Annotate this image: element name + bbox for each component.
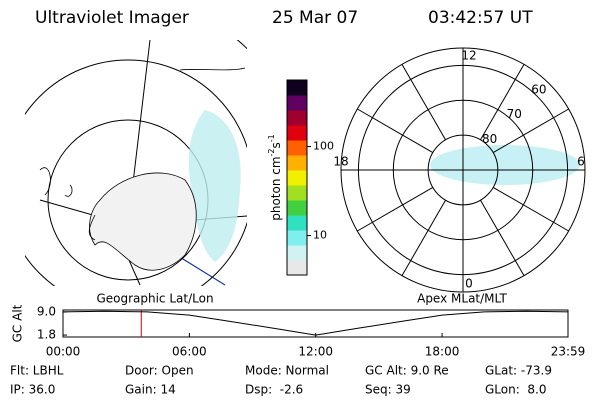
lat-tick-label: 60 xyxy=(531,83,546,97)
mlt-tick-label: 0 xyxy=(465,277,473,291)
geographic-map xyxy=(25,40,247,286)
colorbar-swatch xyxy=(287,170,307,186)
mlt-spoke xyxy=(492,186,569,232)
mlt-spoke xyxy=(401,199,447,276)
lat-circle xyxy=(427,134,499,206)
x-tick-label: 23:59 xyxy=(551,345,586,359)
info-field: IP: 36.0 xyxy=(10,383,55,397)
mlt-spoke xyxy=(479,64,525,141)
altitude-line xyxy=(62,310,569,336)
info-panel: Flt: LBHL Door: Open Mode: Normal GC Alt: 9… xyxy=(10,364,552,397)
info-field: Gain: 14 xyxy=(125,383,176,397)
colorbar-swatch xyxy=(287,245,307,261)
lat-circle xyxy=(357,64,569,276)
info-field: Dsp: -2.6 xyxy=(245,383,303,397)
mlt-tick-label: 12 xyxy=(461,49,476,63)
mlt-spoke xyxy=(492,108,569,154)
colorbar-swatch xyxy=(287,80,307,96)
y-tick-label: 9.0 xyxy=(37,304,56,318)
plot-frame xyxy=(62,309,569,338)
x-tick-label: 12:00 xyxy=(298,345,333,359)
colorbar-swatch xyxy=(287,260,307,276)
info-field: GC Alt: 9.0 Re xyxy=(365,364,449,378)
lat-tick-label: 80 xyxy=(482,132,497,146)
colorbar-swatch xyxy=(287,140,307,156)
colorbar-frame xyxy=(286,79,308,276)
colorbar-tick-label: 10 xyxy=(313,229,327,242)
info-field: Seq: 39 xyxy=(365,383,411,397)
time: 03:42:57 UT xyxy=(428,8,533,28)
info-field: Flt: LBHL xyxy=(10,364,64,378)
colorbar-swatch xyxy=(287,215,307,231)
mlt-spoke xyxy=(401,64,447,141)
info-field: GLon: 8.0 xyxy=(485,383,546,397)
info-field: GLat: -73.9 xyxy=(485,364,552,378)
info-field: Door: Open xyxy=(125,364,194,378)
colorbar-label: photon cm-2s-1 xyxy=(267,134,283,221)
aurora-image xyxy=(430,145,580,185)
lat-tick-label: 70 xyxy=(507,107,522,121)
instrument: Ultraviolet Imager xyxy=(35,8,189,28)
colorbar-swatch xyxy=(287,155,307,171)
colorbar-swatch xyxy=(287,230,307,246)
y-axis-label: GC Alt xyxy=(11,304,25,342)
map-label: Geographic Lat/Lon xyxy=(96,292,213,306)
x-tick-label: 06:00 xyxy=(172,345,207,359)
mlt-spoke xyxy=(479,199,525,276)
colorbar-swatch xyxy=(287,185,307,201)
label-part: -1 xyxy=(267,134,276,142)
colorbar-swatch xyxy=(287,125,307,141)
mlt-tick-label: 6 xyxy=(577,155,585,169)
colorbar-swatch xyxy=(287,110,307,126)
mlt-spoke xyxy=(357,186,434,232)
map-label: Apex MLat/MLT xyxy=(417,292,507,306)
info-field: Mode: Normal xyxy=(245,364,329,378)
label-part: -2 xyxy=(267,148,276,156)
y-tick-label: 1.8 xyxy=(37,328,56,342)
label-part: s xyxy=(269,142,283,148)
mlt-tick-label: 18 xyxy=(333,155,348,169)
date: 25 Mar 07 xyxy=(272,8,358,28)
lat-circle xyxy=(392,99,534,241)
colorbar-swatch xyxy=(287,95,307,111)
colorbar-swatch xyxy=(287,200,307,216)
colorbar-tick-label: 100 xyxy=(313,140,334,153)
mlt-spoke xyxy=(357,108,434,154)
label-part: photon cm xyxy=(269,156,283,220)
x-tick-label: 00:00 xyxy=(46,345,81,359)
x-tick-label: 18:00 xyxy=(425,345,460,359)
